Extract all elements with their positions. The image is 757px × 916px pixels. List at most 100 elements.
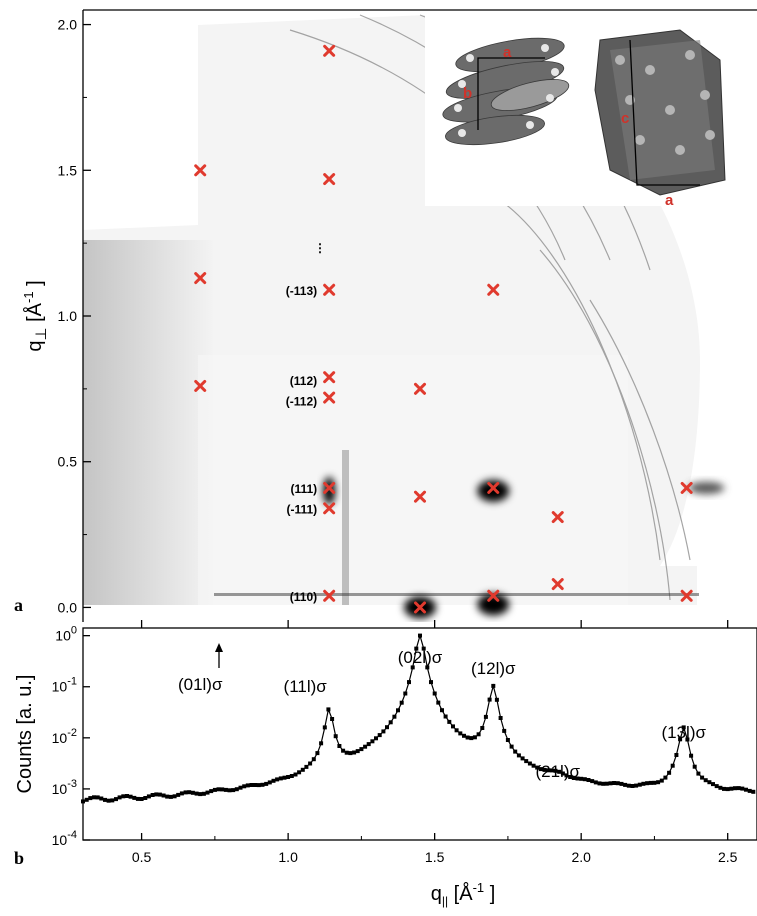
spectrum-point — [462, 733, 466, 738]
spectrum-point — [670, 763, 675, 768]
reflection-marker — [323, 283, 336, 296]
spectrum-point — [201, 791, 206, 796]
spectrum-point — [308, 761, 313, 766]
spectrum-point — [245, 783, 250, 788]
y-tick-label: 1.0 — [58, 308, 78, 324]
spectrum-point — [370, 739, 375, 744]
spectrum-point — [564, 773, 569, 778]
spectrum-point — [443, 714, 448, 719]
bottom-x-axis-title: q|| [Å-1 ] — [431, 880, 496, 908]
spectrum-curve — [81, 633, 756, 804]
spectrum-point — [432, 691, 437, 696]
spectrum-point — [256, 783, 261, 788]
spectrum-point — [440, 708, 444, 713]
spectrum-point — [733, 786, 737, 791]
spectrum-point — [278, 776, 283, 781]
hkl-label: (-113) — [286, 284, 317, 298]
molecule-view-ab — [442, 37, 570, 146]
inset-axis-label: b — [463, 85, 472, 102]
spectrum-point — [103, 797, 107, 802]
reflection-marker — [414, 382, 426, 395]
streak — [342, 450, 349, 605]
spectrum-point — [392, 714, 397, 719]
spectrum-point — [542, 767, 547, 772]
spectrum-point — [135, 796, 140, 801]
spectrum-point — [516, 753, 521, 758]
spectrum-point — [560, 771, 565, 776]
spectrum-point — [300, 767, 305, 772]
spectrum-point — [590, 779, 595, 784]
spectrum-point — [322, 725, 327, 730]
spectrum-point — [381, 729, 386, 734]
spectrum-point — [494, 697, 499, 702]
x-tick-label: 0.5 — [132, 849, 152, 865]
spectrum-point — [626, 783, 631, 788]
spectrum-point — [231, 788, 236, 793]
lower-detector-frame — [198, 355, 628, 605]
spectrum-point — [330, 717, 335, 721]
spectrum-point — [289, 774, 294, 778]
spectrum-point — [465, 735, 470, 740]
spectrum-point — [179, 791, 184, 796]
spectrum-point — [341, 748, 346, 753]
spectrum-point — [399, 700, 404, 705]
spectrum-point — [352, 750, 357, 755]
left-shading — [83, 240, 213, 605]
y-tick-label: 100 — [55, 625, 77, 644]
spectrum-point — [476, 732, 481, 737]
spectrum-point — [198, 792, 203, 797]
spectrum-point — [183, 790, 188, 795]
spectrum-point — [407, 680, 411, 685]
spectrum-point — [692, 764, 697, 769]
spectrum-point — [271, 778, 276, 783]
y-tick-label: 1.5 — [58, 162, 78, 178]
reflection-marker — [194, 272, 207, 285]
spectrum-point — [700, 775, 705, 780]
x-tick-label: 1.0 — [278, 849, 298, 865]
spectrum-point — [242, 784, 247, 789]
peak-label: (13l)σ — [661, 723, 706, 742]
spectrum-axes — [82, 627, 757, 841]
hkl-label: (112) — [290, 374, 317, 388]
reflection-marker — [487, 283, 500, 296]
reflection-marker — [323, 589, 336, 602]
spectrum-point — [747, 788, 752, 793]
unit-cell-lines — [477, 39, 700, 186]
streak — [214, 593, 699, 596]
spectrum-point — [454, 728, 459, 733]
spectrum-point — [297, 770, 302, 775]
spectrum-point — [458, 731, 463, 736]
spectrum-point — [264, 781, 269, 786]
spectrum-point — [81, 799, 85, 804]
spectrum-point — [110, 798, 115, 803]
x-tick-label: 1.5 — [425, 849, 445, 865]
spectrum-point — [718, 785, 723, 790]
spectrum-point — [293, 772, 298, 777]
spectrum-point — [696, 771, 701, 776]
spectrum-point — [275, 777, 280, 782]
spectrum-point — [586, 778, 591, 782]
spectrum-point — [630, 784, 635, 788]
spectrum-point — [88, 796, 93, 801]
spectrum-point — [388, 720, 393, 725]
y-tick-label: 10-4 — [52, 829, 77, 848]
crystal-structure-inset: a b c a — [425, 10, 757, 209]
spectrum-point — [472, 735, 477, 740]
spectrum-point — [678, 737, 683, 742]
spectrum-point — [344, 750, 349, 755]
inset-axis-label: c — [621, 110, 629, 127]
spectrum-point — [220, 787, 225, 792]
reflection-marker — [487, 589, 500, 602]
spectrum-point — [139, 797, 144, 801]
spectrum-point — [531, 763, 536, 768]
spectrum-point — [355, 749, 360, 754]
reflection-marker — [414, 490, 426, 503]
spectrum-point — [597, 781, 602, 786]
spectrum-point — [374, 736, 378, 741]
spectrum-point — [311, 757, 316, 762]
hkl-label: (-111) — [286, 502, 317, 516]
top-y-ticks: 0.0 0.5 1.0 1.5 2.0 — [58, 17, 729, 628]
spectrum-point — [429, 680, 433, 685]
spectrum-point — [703, 778, 708, 783]
spectrum-point — [582, 777, 587, 782]
